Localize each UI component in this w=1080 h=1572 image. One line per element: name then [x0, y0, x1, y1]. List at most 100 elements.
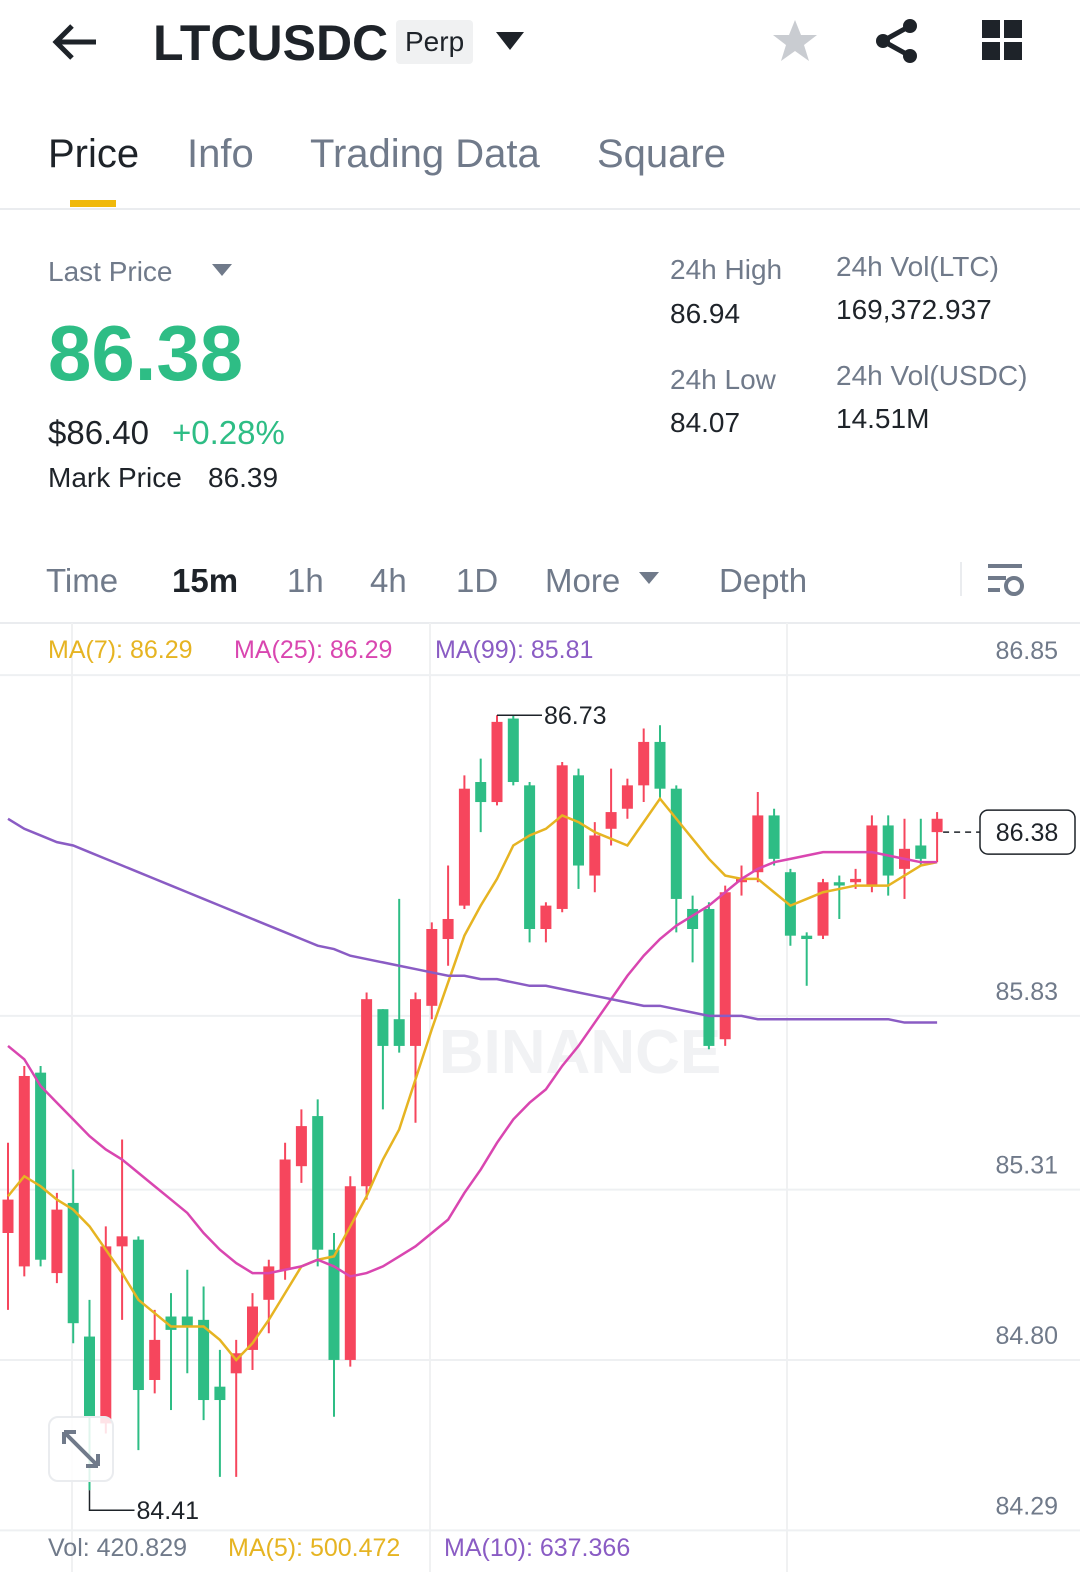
tab[interactable]: Square: [597, 132, 726, 176]
volume-legend: MA(10): 637.366: [444, 1534, 630, 1562]
tab[interactable]: Price: [48, 132, 140, 176]
candle-body: [556, 765, 568, 909]
divider: [960, 562, 962, 596]
grid-icon[interactable]: [982, 20, 1024, 62]
stat-value: 169,372.937: [836, 294, 992, 325]
y-tick-label: 84.80: [995, 1322, 1058, 1350]
candle-body: [621, 785, 633, 809]
interval[interactable]: 4h: [370, 562, 407, 599]
candle-body: [784, 872, 796, 936]
candle-body: [18, 1075, 30, 1267]
watermark: BINANCE: [439, 1018, 721, 1087]
symbol: LTCUSDC: [153, 15, 389, 71]
mark-price: 86.39: [208, 462, 279, 493]
candle-body: [67, 1202, 79, 1324]
candle-body: [198, 1319, 210, 1401]
dropdown-icon[interactable]: [212, 264, 232, 278]
interval[interactable]: Depth: [719, 562, 808, 599]
share-icon[interactable]: [874, 18, 920, 64]
candle-body: [866, 825, 878, 886]
candle-body: [605, 812, 617, 829]
candle-body: [263, 1266, 275, 1300]
candle-body: [752, 815, 764, 873]
candle-body: [35, 1072, 47, 1260]
candle-body: [149, 1339, 161, 1380]
candle-body: [915, 845, 927, 859]
change: +0.28%: [172, 414, 285, 451]
candle-body: [638, 741, 650, 786]
max-label: 86.73: [544, 702, 607, 730]
candle-body: [312, 1116, 324, 1250]
candle-body: [230, 1353, 242, 1374]
candle-body: [931, 818, 943, 833]
candle-body: [524, 785, 536, 929]
star-icon[interactable]: [772, 18, 818, 64]
expand-icon: [62, 1430, 100, 1468]
settings-icon[interactable]: [986, 562, 1026, 598]
candle-body: [687, 908, 699, 929]
candle-body: [426, 929, 438, 1006]
candle-body: [801, 935, 813, 940]
candle-body: [214, 1386, 226, 1401]
interval[interactable]: 1h: [287, 562, 324, 599]
candle-body: [279, 1159, 291, 1270]
candle-body: [882, 825, 894, 876]
candle-body: [410, 999, 421, 1046]
expand-button[interactable]: [48, 1416, 114, 1482]
tab[interactable]: Info: [187, 132, 254, 176]
stat-label: 24h High: [670, 254, 783, 285]
tab[interactable]: Trading Data: [310, 132, 540, 176]
candle-body: [491, 721, 503, 803]
candle-body: [475, 782, 487, 803]
price-tag: 86.38: [996, 819, 1059, 847]
y-tick-label: 85.31: [995, 1152, 1058, 1180]
candle-body: [589, 835, 601, 876]
stat-value: 86.94: [670, 298, 741, 329]
volume-legend: MA(5): 500.472: [228, 1534, 400, 1562]
volume-legend: Vol: 420.829: [48, 1534, 187, 1562]
back-icon[interactable]: [50, 22, 100, 62]
candle-body: [736, 878, 747, 883]
candle-body: [247, 1306, 258, 1350]
interval[interactable]: More: [545, 562, 621, 599]
ma-line: [7, 850, 938, 1278]
ma-line: [7, 796, 938, 1362]
candle-body: [719, 892, 731, 1040]
dropdown-icon[interactable]: [496, 30, 526, 52]
mark-price-label: Mark Price: [48, 462, 182, 493]
candle-body: [507, 718, 519, 783]
candle-body: [817, 882, 829, 936]
candle-body: [132, 1239, 144, 1391]
annotation-line: [88, 1490, 135, 1511]
candle-body: [393, 1019, 405, 1046]
stat-value: 84.07: [670, 407, 741, 438]
y-tick-label: 84.29: [995, 1492, 1058, 1520]
legend-entry: MA(7): 86.29: [48, 636, 193, 664]
candle-body: [377, 1009, 389, 1046]
legend-entry: MA(99): 85.81: [435, 636, 593, 664]
tab-indicator: [70, 200, 116, 207]
candle-body: [344, 1186, 356, 1360]
interval[interactable]: Time: [46, 562, 119, 599]
ma-line: [7, 817, 938, 1024]
interval[interactable]: 15m: [172, 562, 239, 599]
dropdown-icon[interactable]: [639, 572, 659, 586]
candle-body: [2, 1199, 14, 1233]
candle-body: [540, 905, 552, 929]
candle-body: [295, 1126, 307, 1167]
candle-body: [51, 1209, 63, 1274]
candle-body: [361, 999, 373, 1187]
badge: Perp: [396, 20, 474, 64]
chart: BINANCE 84.29 84.80 85.31 85.83 86.85 MA(7): 8…: [0, 623, 1080, 1572]
divider: [0, 208, 1080, 210]
candle-body: [458, 788, 470, 906]
interval[interactable]: 1D: [456, 562, 499, 599]
candle-body: [670, 788, 682, 899]
candle-body: [116, 1236, 128, 1247]
candle-body: [100, 1246, 112, 1424]
candle-body: [84, 1336, 95, 1417]
candle-body: [850, 878, 862, 883]
min-label: 84.41: [137, 1497, 200, 1525]
divider: [0, 622, 1080, 624]
